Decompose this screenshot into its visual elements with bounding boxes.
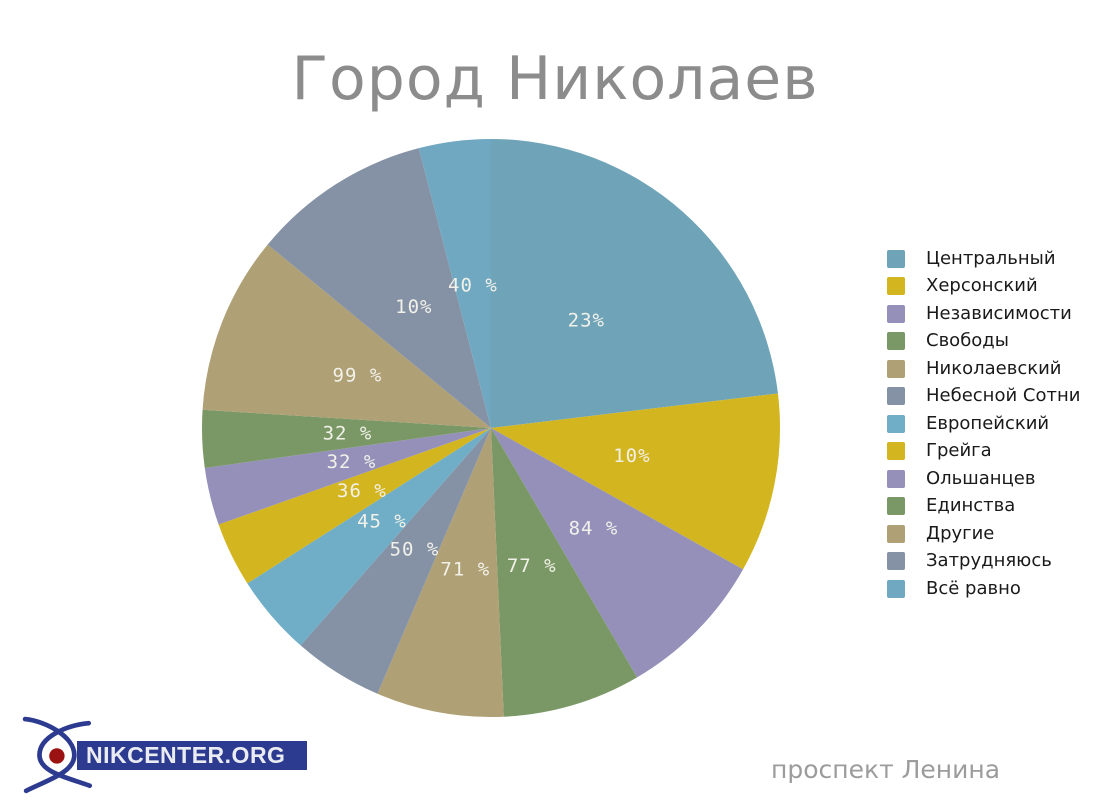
pie-slice-Грейга bbox=[218, 428, 492, 584]
pie-slice-Николаевский bbox=[377, 428, 504, 718]
legend-swatch bbox=[887, 442, 905, 461]
legend-item-Центральный: Центральный bbox=[887, 245, 1080, 273]
legend-item-Другие: Другие bbox=[887, 520, 1080, 548]
legend-swatch bbox=[887, 552, 905, 571]
legend-swatch bbox=[887, 524, 905, 543]
legend-swatch bbox=[887, 359, 905, 378]
logo-text-bar: NIKCENTER.ORG bbox=[77, 741, 307, 770]
pie-slice-value-label: 32 % bbox=[327, 451, 377, 473]
legend-label: Грейга bbox=[926, 440, 992, 462]
pie-slice-Херсонский bbox=[491, 393, 781, 570]
chart-title: Город Николаев bbox=[291, 44, 819, 114]
legend-label: Европейский bbox=[926, 412, 1050, 434]
legend-item-Единства: Единства bbox=[887, 493, 1080, 521]
legend-swatch bbox=[887, 387, 905, 406]
legend-item-Европейский: Европейский bbox=[887, 410, 1080, 438]
pie-slice-value-label: 50 % bbox=[390, 539, 440, 561]
legend-item-Николаевский: Николаевский bbox=[887, 355, 1080, 383]
legend-label: Ольшанцев bbox=[926, 467, 1036, 489]
legend: Центральный Херсонский Независимости Свобод… bbox=[887, 245, 1080, 603]
pie-slice-Свободы bbox=[491, 428, 638, 717]
legend-swatch bbox=[887, 469, 905, 488]
pie-slice-Европейский bbox=[247, 428, 491, 646]
legend-label: Свободы bbox=[926, 330, 1009, 352]
pie-slice-value-label: 36 % bbox=[337, 480, 387, 502]
legend-swatch bbox=[887, 277, 905, 296]
legend-swatch bbox=[887, 414, 905, 433]
legend-label: Всё равно bbox=[926, 577, 1021, 599]
pie-slice-value-label: 32 % bbox=[323, 422, 373, 444]
pie-slice-Другие bbox=[202, 244, 491, 428]
pie-slice-Всё равно bbox=[418, 139, 491, 428]
pie-slice-value-label: 10% bbox=[613, 445, 650, 467]
logo-text: NIKCENTER.ORG bbox=[86, 742, 286, 768]
logo-red-dot bbox=[49, 748, 65, 764]
pie-slice-value-label: 84 % bbox=[569, 518, 619, 540]
pie-slice-Центральный bbox=[491, 139, 778, 428]
pie-slice-Ольшанцев bbox=[204, 428, 491, 525]
pie-chart: 23% 10% 84 % 77 % 71 %50 % 45 % 36 % 32 % 32 % 99… bbox=[201, 139, 781, 718]
pie-slice-value-label: 77 % bbox=[507, 555, 557, 577]
legend-label: Центральный bbox=[926, 247, 1056, 269]
legend-label: Независимости bbox=[926, 302, 1072, 324]
legend-label: Небесной Сотни bbox=[926, 385, 1081, 407]
legend-label: Херсонский bbox=[926, 275, 1038, 297]
legend-label: Николаевский bbox=[926, 357, 1062, 379]
legend-item-Всё равно: Всё равно bbox=[887, 575, 1080, 603]
pie-slice-Небесной Сотни bbox=[300, 428, 491, 694]
legend-item-Независимости: Независимости bbox=[887, 300, 1080, 328]
pie-slice-value-label: 71 % bbox=[440, 558, 490, 580]
subtitle-street-label: проспект Ленина bbox=[771, 755, 1001, 784]
pie-slice-Единства bbox=[201, 409, 491, 468]
legend-item-Херсонский: Херсонский bbox=[887, 273, 1080, 301]
pie-slice-Затрудняюсь bbox=[267, 148, 491, 428]
legend-label: Затрудняюсь bbox=[926, 550, 1052, 572]
pie-slice-value-label: 40 % bbox=[448, 275, 498, 297]
nikcenter-eye-icon bbox=[22, 716, 93, 794]
legend-item-Небесной Сотни: Небесной Сотни bbox=[887, 383, 1080, 411]
legend-swatch bbox=[887, 332, 905, 351]
legend-item-Свободы: Свободы bbox=[887, 328, 1080, 356]
legend-label: Единства bbox=[926, 495, 1016, 517]
legend-item-Грейга: Грейга bbox=[887, 438, 1080, 466]
legend-item-Затрудняюсь: Затрудняюсь bbox=[887, 548, 1080, 576]
legend-label: Другие bbox=[926, 522, 995, 544]
pie-slice-Независимости bbox=[491, 428, 744, 678]
pie-slice-value-label: 45 % bbox=[357, 511, 407, 533]
legend-swatch bbox=[887, 497, 905, 516]
pie-slice-value-label: 99 % bbox=[333, 364, 383, 386]
legend-swatch bbox=[887, 579, 905, 598]
legend-swatch bbox=[887, 304, 905, 323]
pie-slice-value-label: 10% bbox=[395, 296, 432, 318]
legend-item-Ольшанцев: Ольшанцев bbox=[887, 465, 1080, 493]
pie-slice-value-label: 23% bbox=[568, 310, 605, 332]
legend-swatch bbox=[887, 249, 905, 268]
